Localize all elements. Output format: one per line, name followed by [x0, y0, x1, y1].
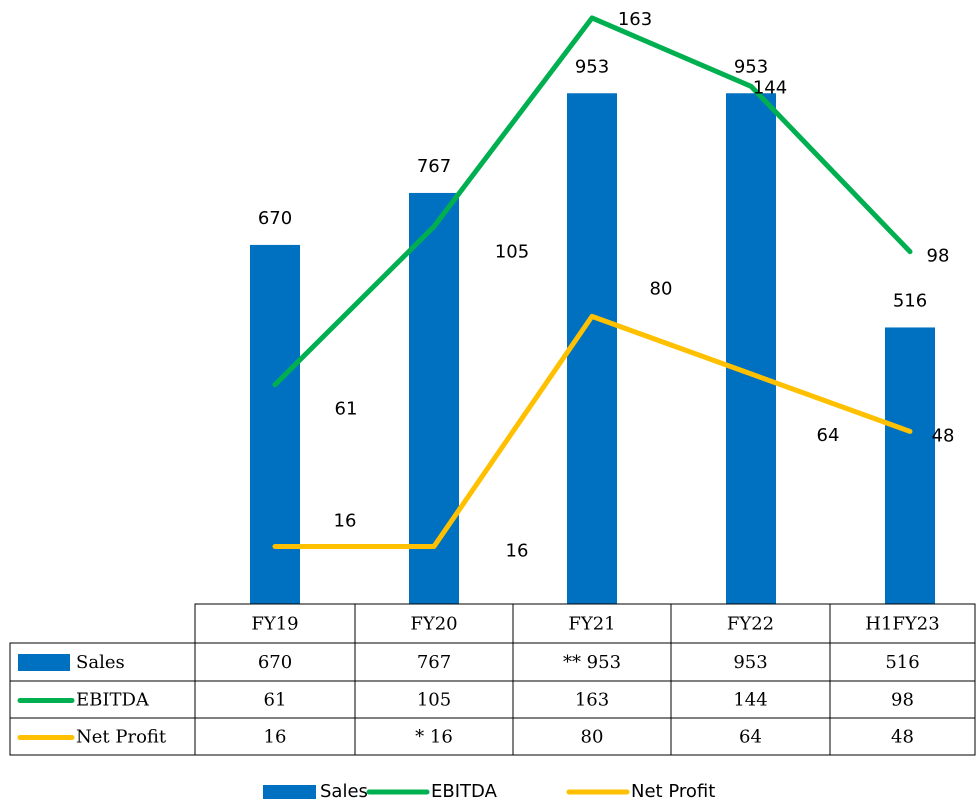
line	[272, 15, 913, 388]
data-label: 61	[335, 399, 358, 420]
table-value: 163	[575, 690, 609, 711]
table-value: 98	[891, 690, 914, 711]
table-value: 144	[733, 690, 767, 711]
table-value: 767	[417, 652, 451, 673]
table-value: 48	[891, 727, 914, 748]
table-header: FY22	[727, 614, 774, 635]
table-value: ** 953	[563, 652, 621, 673]
data-label: 953	[575, 56, 609, 77]
table-row-label: Sales	[76, 652, 125, 673]
legend-label: Sales	[320, 781, 368, 802]
table-value: 105	[417, 690, 451, 711]
data-label: 64	[817, 425, 840, 446]
table-value: 64	[739, 727, 762, 748]
data-label: 953	[734, 56, 768, 77]
data-label: 767	[417, 156, 451, 177]
data-label: 163	[618, 9, 652, 30]
data-label: 105	[495, 242, 529, 263]
table-row-label: EBITDA	[76, 690, 150, 711]
table-key	[18, 654, 70, 671]
legend-label: EBITDA	[431, 781, 498, 802]
table-value: 16	[264, 727, 287, 748]
table-row-label: Net Profit	[76, 727, 167, 748]
table-cell	[829, 717, 976, 756]
data-label: 80	[650, 278, 673, 299]
table-value: 516	[885, 652, 919, 673]
data-label: 98	[927, 246, 950, 267]
table-header: FY20	[410, 614, 457, 635]
table-value: * 16	[415, 727, 453, 748]
bar	[250, 244, 300, 605]
data-label: 16	[334, 510, 357, 531]
data-label: 144	[753, 77, 787, 98]
line	[272, 313, 913, 549]
legend-label: Net Profit	[631, 781, 715, 802]
bar	[567, 93, 617, 605]
table-value: 670	[258, 652, 292, 673]
bar	[885, 327, 935, 604]
bar	[409, 192, 459, 604]
table-header: H1FY23	[865, 614, 939, 635]
data-label: 16	[506, 540, 529, 561]
table-value: 80	[581, 727, 604, 748]
table-header: FY21	[568, 614, 615, 635]
data-label: 670	[258, 208, 292, 229]
table-value: 61	[264, 690, 287, 711]
data-label: 516	[893, 290, 927, 311]
legend-key	[263, 785, 316, 799]
bar	[726, 93, 776, 605]
table-value: 953	[733, 652, 767, 673]
table-header: FY19	[251, 614, 298, 635]
data-label: 48	[932, 425, 955, 446]
